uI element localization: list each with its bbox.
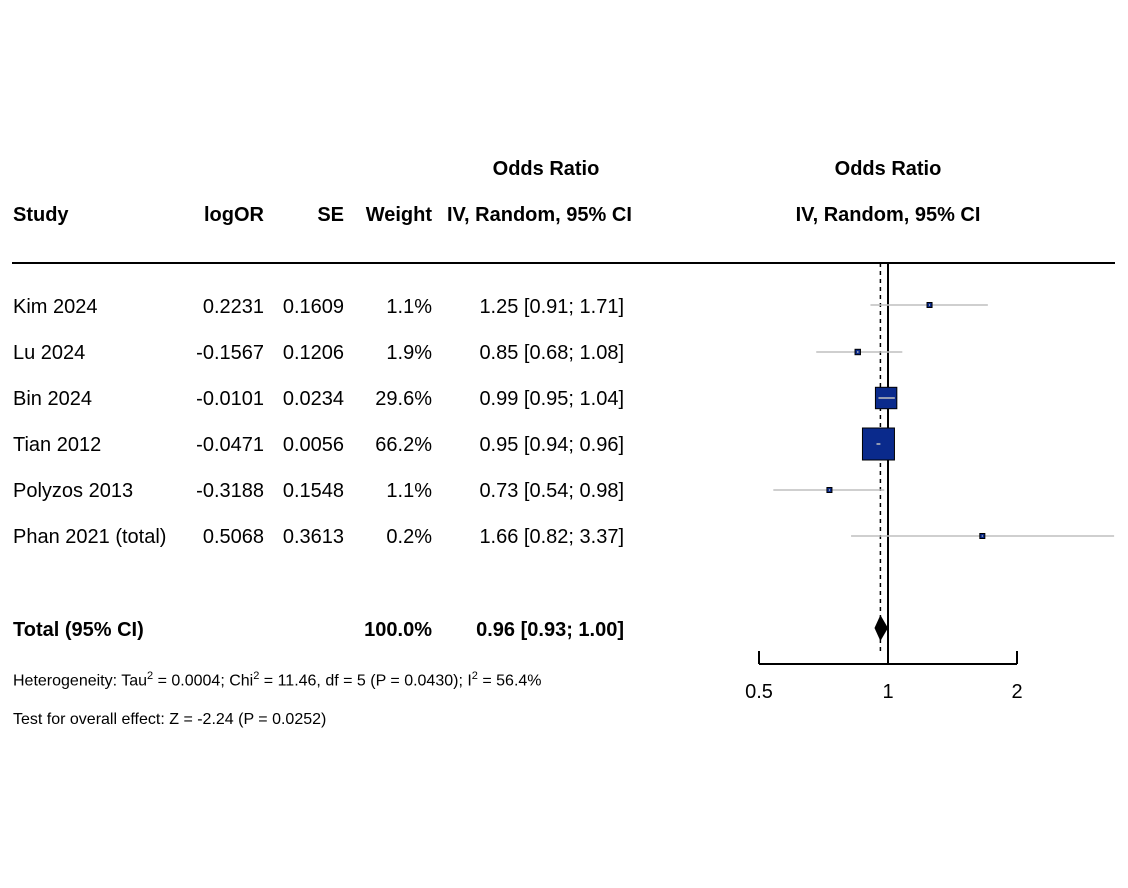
x-tick-label: 2 <box>1011 681 1022 703</box>
study-ci: 1.66 [0.82; 3.37] <box>479 526 624 548</box>
study-se: 0.3613 <box>282 526 344 548</box>
study-logor: -0.1567 <box>196 342 264 364</box>
study-logor: -0.3188 <box>196 480 264 502</box>
plot-header-line2: IV, Random, 95% CI <box>795 204 981 226</box>
logor-header: logOR <box>204 204 264 226</box>
study-logor: 0.2231 <box>202 296 264 318</box>
study-name: Polyzos 2013 <box>13 480 134 502</box>
study-weight: 1.1% <box>386 296 432 318</box>
study-header: Study <box>13 204 69 226</box>
study-ci: 0.95 [0.94; 0.96] <box>479 434 624 456</box>
overall-effect-text: Test for overall effect: Z = -2.24 (P = … <box>13 711 327 728</box>
x-tick-label: 1 <box>882 681 893 703</box>
pooled-diamond <box>874 615 888 641</box>
study-weight: 66.2% <box>375 434 432 456</box>
study-name: Lu 2024 <box>13 342 86 364</box>
study-weight: 0.2% <box>386 526 432 548</box>
total-weight: 100.0% <box>364 619 432 641</box>
plot-header-line1: Odds Ratio <box>834 158 942 180</box>
study-se: 0.1548 <box>282 480 344 502</box>
weight-header: Weight <box>365 204 432 226</box>
study-name: Phan 2021 (total) <box>13 526 167 548</box>
study-ci: 0.85 [0.68; 1.08] <box>479 342 624 364</box>
study-se: 0.0234 <box>282 388 344 410</box>
study-name: Tian 2012 <box>13 434 102 456</box>
study-logor: -0.0471 <box>196 434 264 456</box>
study-ci: 1.25 [0.91; 1.71] <box>479 296 624 318</box>
study-se: 0.0056 <box>282 434 344 456</box>
study-ci: 0.73 [0.54; 0.98] <box>479 480 624 502</box>
study-se: 0.1609 <box>282 296 344 318</box>
study-weight: 1.9% <box>386 342 432 364</box>
heterogeneity-text: Heterogeneity: Tau2 = 0.0004; Chi2 = 11.… <box>13 670 542 690</box>
study-weight: 1.1% <box>386 480 432 502</box>
total-label: Total (95% CI) <box>13 619 144 641</box>
or-header-line2: IV, Random, 95% CI <box>447 204 632 226</box>
se-header: SE <box>317 204 344 226</box>
study-name: Bin 2024 <box>13 388 92 410</box>
total-ci: 0.96 [0.93; 1.00] <box>476 619 624 641</box>
study-se: 0.1206 <box>282 342 344 364</box>
study-logor: -0.0101 <box>196 388 264 410</box>
study-name: Kim 2024 <box>13 296 98 318</box>
study-ci: 0.99 [0.95; 1.04] <box>479 388 624 410</box>
x-tick-label: 0.5 <box>745 681 773 703</box>
study-logor: 0.5068 <box>202 526 264 548</box>
or-header-line1: Odds Ratio <box>492 158 600 180</box>
study-weight: 29.6% <box>375 388 432 410</box>
